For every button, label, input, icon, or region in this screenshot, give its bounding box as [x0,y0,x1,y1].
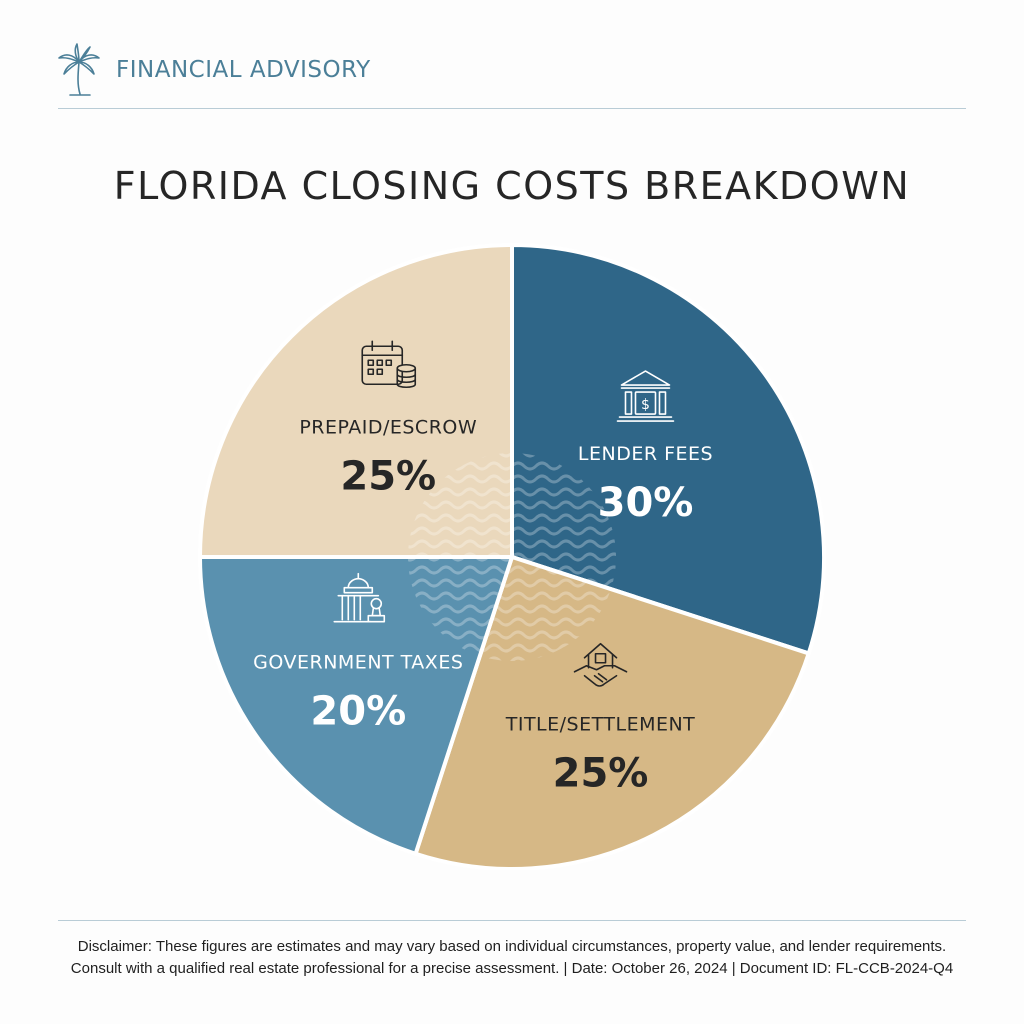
slice-label-title-settlement: TITLE/SETTLEMENT [505,714,696,736]
slice-value-government-taxes: 20% [310,689,406,735]
pie-chart: $ [0,230,1024,870]
brand: FINANCIAL ADVISORY [56,42,371,98]
slice-value-lender-fees: 30% [598,480,694,526]
slice-value-title-settlement: 25% [553,751,649,797]
header-divider [58,108,966,109]
disclaimer: Disclaimer: These figures are estimates … [0,936,1024,980]
palm-tree-icon [56,42,102,98]
slice-label-government-taxes: GOVERNMENT TAXES [253,652,463,674]
disclaimer-line-1: Disclaimer: These figures are estimates … [0,936,1024,958]
slice-label-lender-fees: LENDER FEES [578,443,713,465]
pie-slice-prepaid-escrow [200,245,512,557]
footer-divider [58,920,966,921]
disclaimer-line-2: Consult with a qualified real estate pro… [0,958,1024,980]
chart-title: FLORIDA CLOSING COSTS BREAKDOWN [0,164,1024,208]
slice-label-prepaid-escrow: PREPAID/ESCROW [299,416,477,438]
svg-text:$: $ [641,397,650,413]
brand-name: FINANCIAL ADVISORY [116,57,371,83]
slice-value-prepaid-escrow: 25% [340,453,436,499]
